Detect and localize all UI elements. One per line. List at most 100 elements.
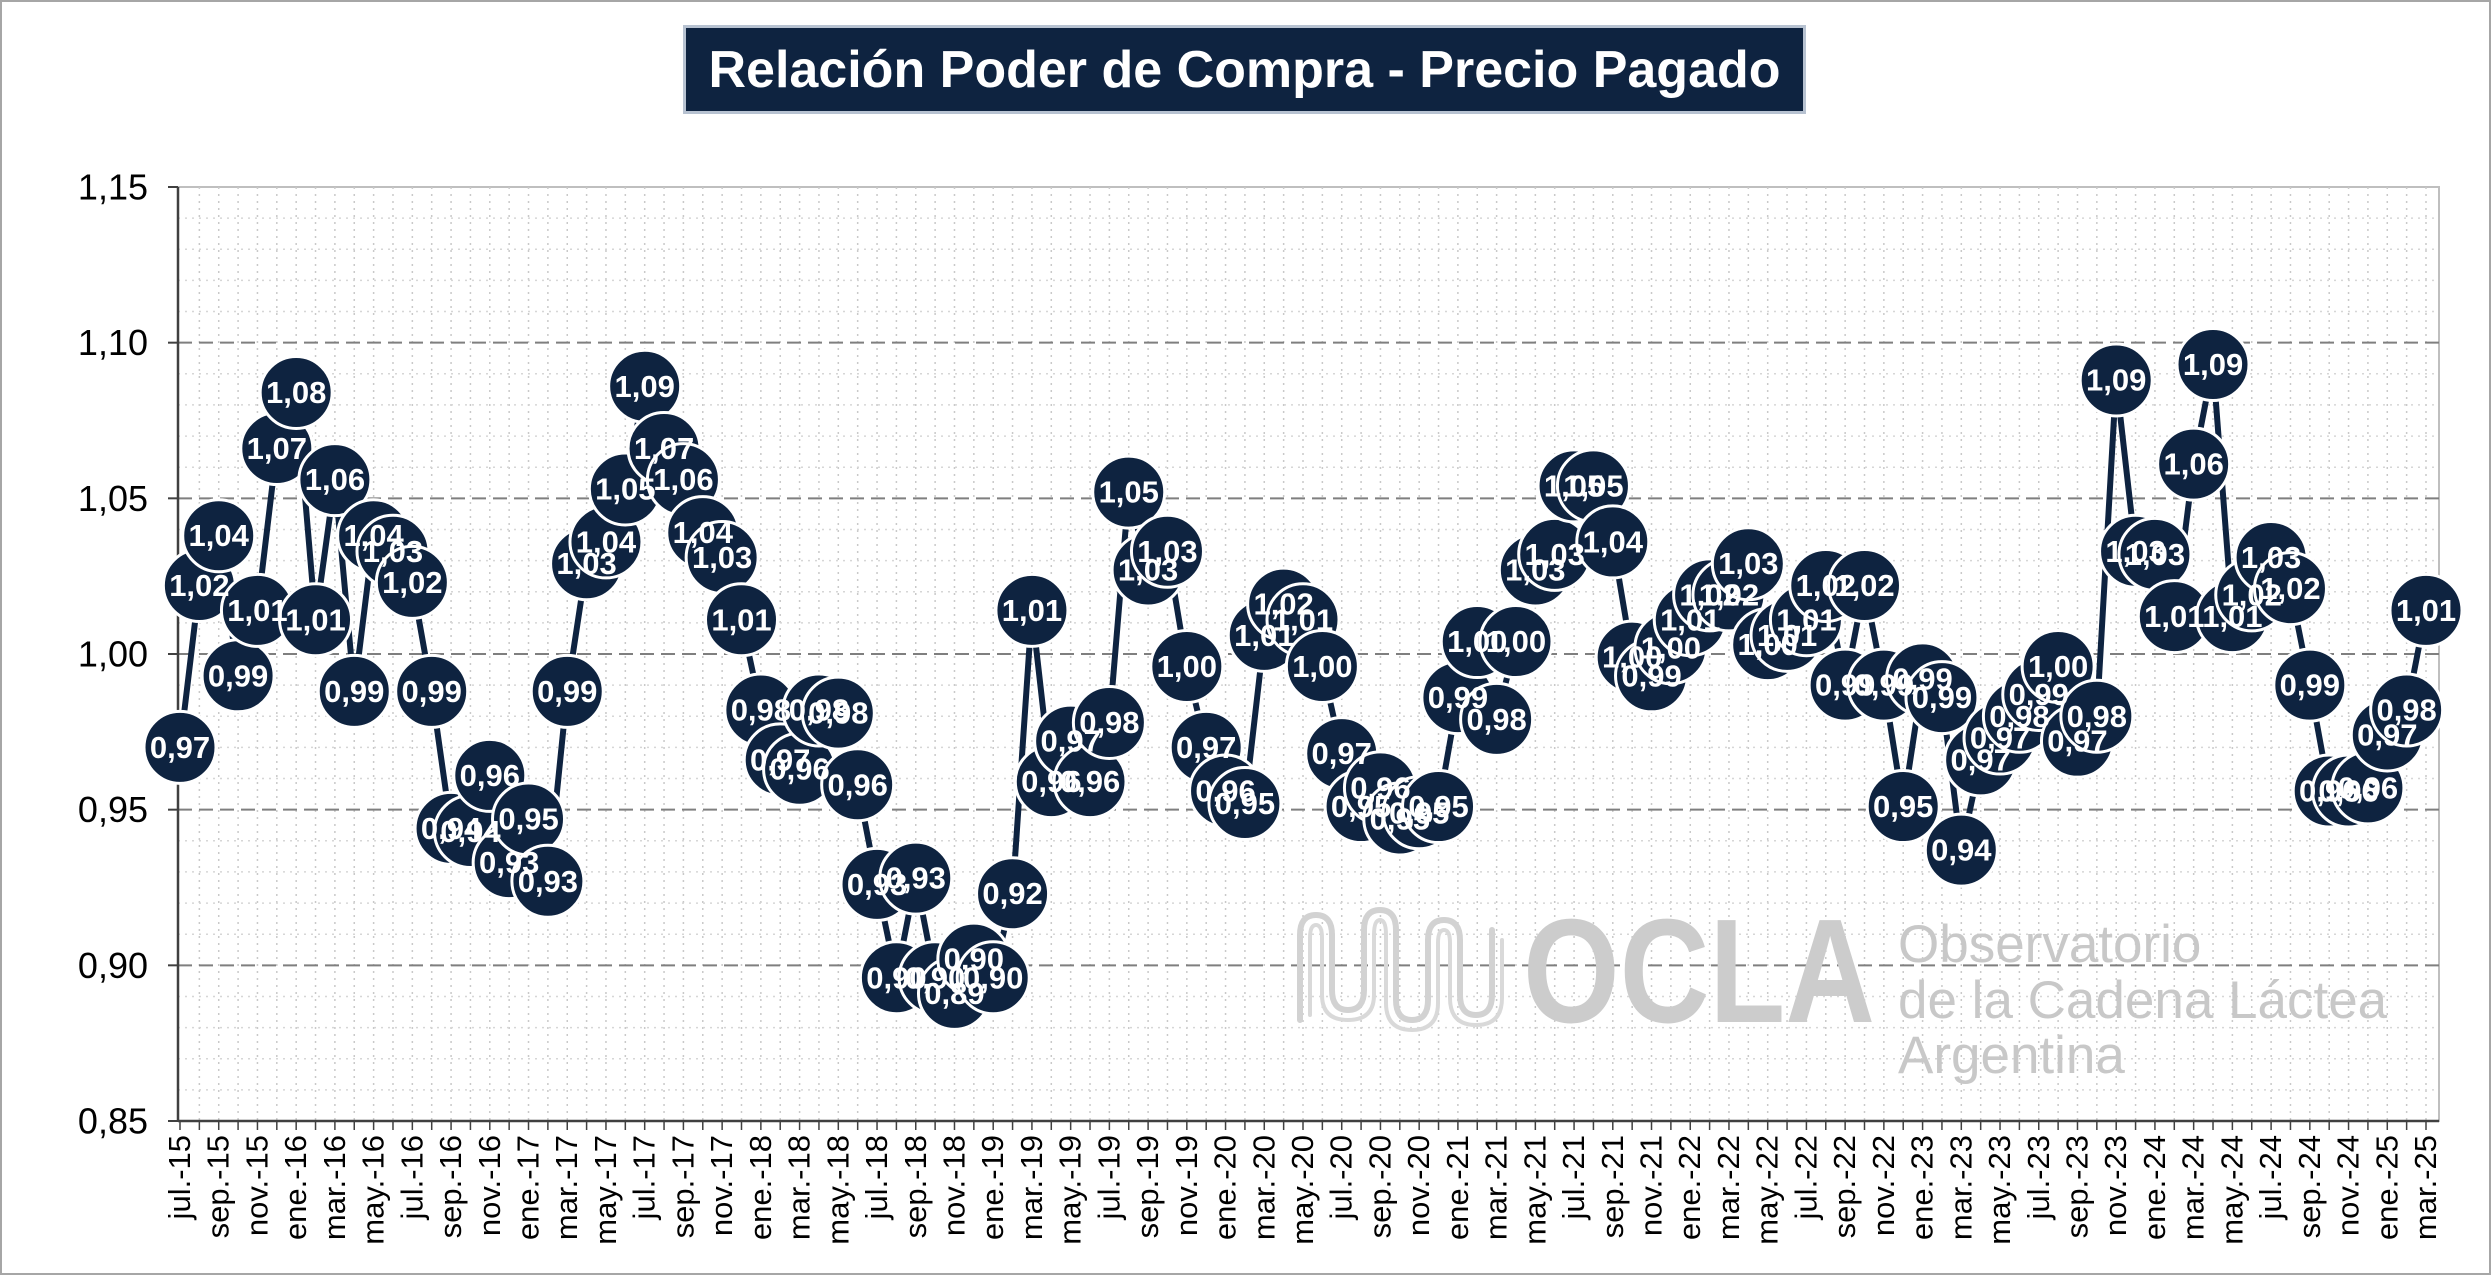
ocla-logo-wave-icon [1297, 907, 1504, 1032]
data-point-marker [2175, 326, 2251, 402]
data-label: 0,90 [866, 960, 926, 995]
data-label: 0,95 [1389, 795, 1449, 830]
data-label: 1,04 [1583, 524, 1644, 559]
data-point-marker [800, 675, 876, 751]
data-label: 1,01 [1273, 602, 1333, 637]
data-point-marker [1478, 604, 1554, 680]
data-label: 1,05 [1544, 468, 1604, 503]
data-point-marker [1923, 812, 1999, 888]
data-label: 1,09 [615, 369, 675, 404]
data-label: 1,00 [1641, 630, 1701, 665]
x-tick-label: may.-17 [588, 1135, 623, 1245]
data-label: 0,99 [1815, 668, 1875, 703]
data-label: 0,96 [1195, 773, 1255, 808]
data-label: 0,99 [324, 674, 384, 709]
data-point-marker [2078, 342, 2154, 418]
data-label: 1,02 [1699, 577, 1759, 612]
data-label: 0,95 [1408, 789, 1468, 824]
ocla-logo-text: OCLA [1523, 889, 1875, 1054]
x-tick-label: jul.-24 [2253, 1135, 2288, 1220]
data-label: 0,99 [208, 658, 268, 693]
data-label: 1,05 [1099, 475, 1159, 510]
x-tick-label: ene.-20 [1208, 1135, 1243, 1240]
x-tick-label: may.-24 [2214, 1135, 2249, 1245]
data-point-marker [1401, 769, 1477, 845]
data-label: 0,98 [2376, 693, 2436, 728]
y-tick-label: 0,85 [78, 1101, 148, 1142]
data-label: 0,95 [498, 802, 558, 837]
x-tick-label: ene.-24 [2137, 1135, 2172, 1240]
data-label: 0,93 [518, 864, 578, 899]
logo-wave-inner [1308, 918, 1504, 1032]
data-point-marker [142, 709, 218, 785]
y-tick-label: 0,95 [78, 789, 148, 830]
data-label: 1,03 [2105, 534, 2165, 569]
data-point-marker [1149, 628, 1225, 704]
x-tick-label: nov.-24 [2331, 1135, 2366, 1236]
data-label: 0,99 [1854, 668, 1914, 703]
x-tick-label: ene.-18 [743, 1135, 778, 1240]
data-label: 1,05 [1563, 468, 1623, 503]
data-label: 0,96 [2299, 773, 2359, 808]
data-label: 1,06 [305, 462, 365, 497]
x-tick-label: nov.-17 [704, 1135, 739, 1236]
data-label: 0,96 [1350, 770, 1410, 805]
x-tick-label: nov.-19 [1169, 1135, 1204, 1236]
data-label: 0,98 [789, 693, 849, 728]
watermark-line-3: Argentina [1898, 1026, 2125, 1085]
data-label: 1,00 [1157, 649, 1217, 684]
data-label: 1,07 [634, 431, 694, 466]
x-tick-label: mar.-24 [2176, 1135, 2211, 1240]
x-tick-label: nov.-22 [1866, 1135, 1901, 1236]
data-label: 1,00 [1738, 627, 1798, 662]
data-label: 1,05 [595, 471, 655, 506]
x-tick-label: jul.-15 [162, 1135, 197, 1220]
data-label: 1,01 [2144, 599, 2204, 634]
x-tick-label: nov.-16 [472, 1135, 507, 1236]
data-label: 1,04 [576, 524, 637, 559]
data-label: 1,02 [2222, 577, 2282, 612]
data-point-marker [994, 572, 1070, 648]
data-label: 1,04 [343, 518, 404, 553]
data-label: 0,96 [2318, 773, 2378, 808]
x-tick-label: jul.-19 [1091, 1135, 1126, 1220]
x-tick-label: sep.-18 [898, 1135, 933, 1238]
data-label: 0,90 [944, 942, 1004, 977]
data-label: 0,98 [2067, 699, 2127, 734]
y-tick-label: 0,90 [78, 945, 148, 986]
data-label: 1,01 [2202, 599, 2262, 634]
data-point-marker [820, 747, 896, 823]
data-label: 0,89 [924, 976, 984, 1011]
data-point-marker [316, 653, 392, 729]
data-point-marker [2059, 678, 2135, 754]
data-label: 0,99 [1621, 658, 1681, 693]
data-label: 1,09 [2183, 347, 2243, 382]
data-label: 0,99 [1428, 680, 1488, 715]
data-label: 0,97 [150, 730, 210, 765]
data-point-marker [2272, 647, 2348, 723]
data-label: 1,01 [1234, 618, 1294, 653]
data-label: 0,99 [537, 674, 597, 709]
data-label: 1,03 [2125, 537, 2185, 572]
data-label: 0,95 [1370, 802, 1430, 837]
watermark-line-2: de la Cadena Láctea [1898, 971, 2388, 1030]
data-label: 0,98 [1079, 705, 1139, 740]
data-label: 0,97 [750, 742, 810, 777]
data-point-marker [955, 940, 1031, 1016]
data-point-marker [975, 856, 1051, 932]
x-tick-label: nov.-15 [239, 1135, 274, 1236]
data-label: 0,93 [479, 845, 539, 880]
data-labels-layer: 0,97 1,02 1,04 0,99 1,01 1,07 1,08 1,01 1,06 0,99… [150, 347, 2456, 1011]
data-point-marker [258, 354, 334, 430]
data-label: 1,02 [2260, 571, 2320, 606]
data-label: 1,06 [2163, 447, 2223, 482]
data-label: 1,09 [2086, 363, 2146, 398]
data-label: 1,02 [1679, 577, 1739, 612]
data-point-marker [1091, 454, 1167, 530]
data-point-marker [297, 442, 373, 518]
data-label: 0,98 [731, 693, 791, 728]
data-label: 0,96 [828, 767, 888, 802]
x-tick-label: sep.-23 [2059, 1135, 2094, 1238]
